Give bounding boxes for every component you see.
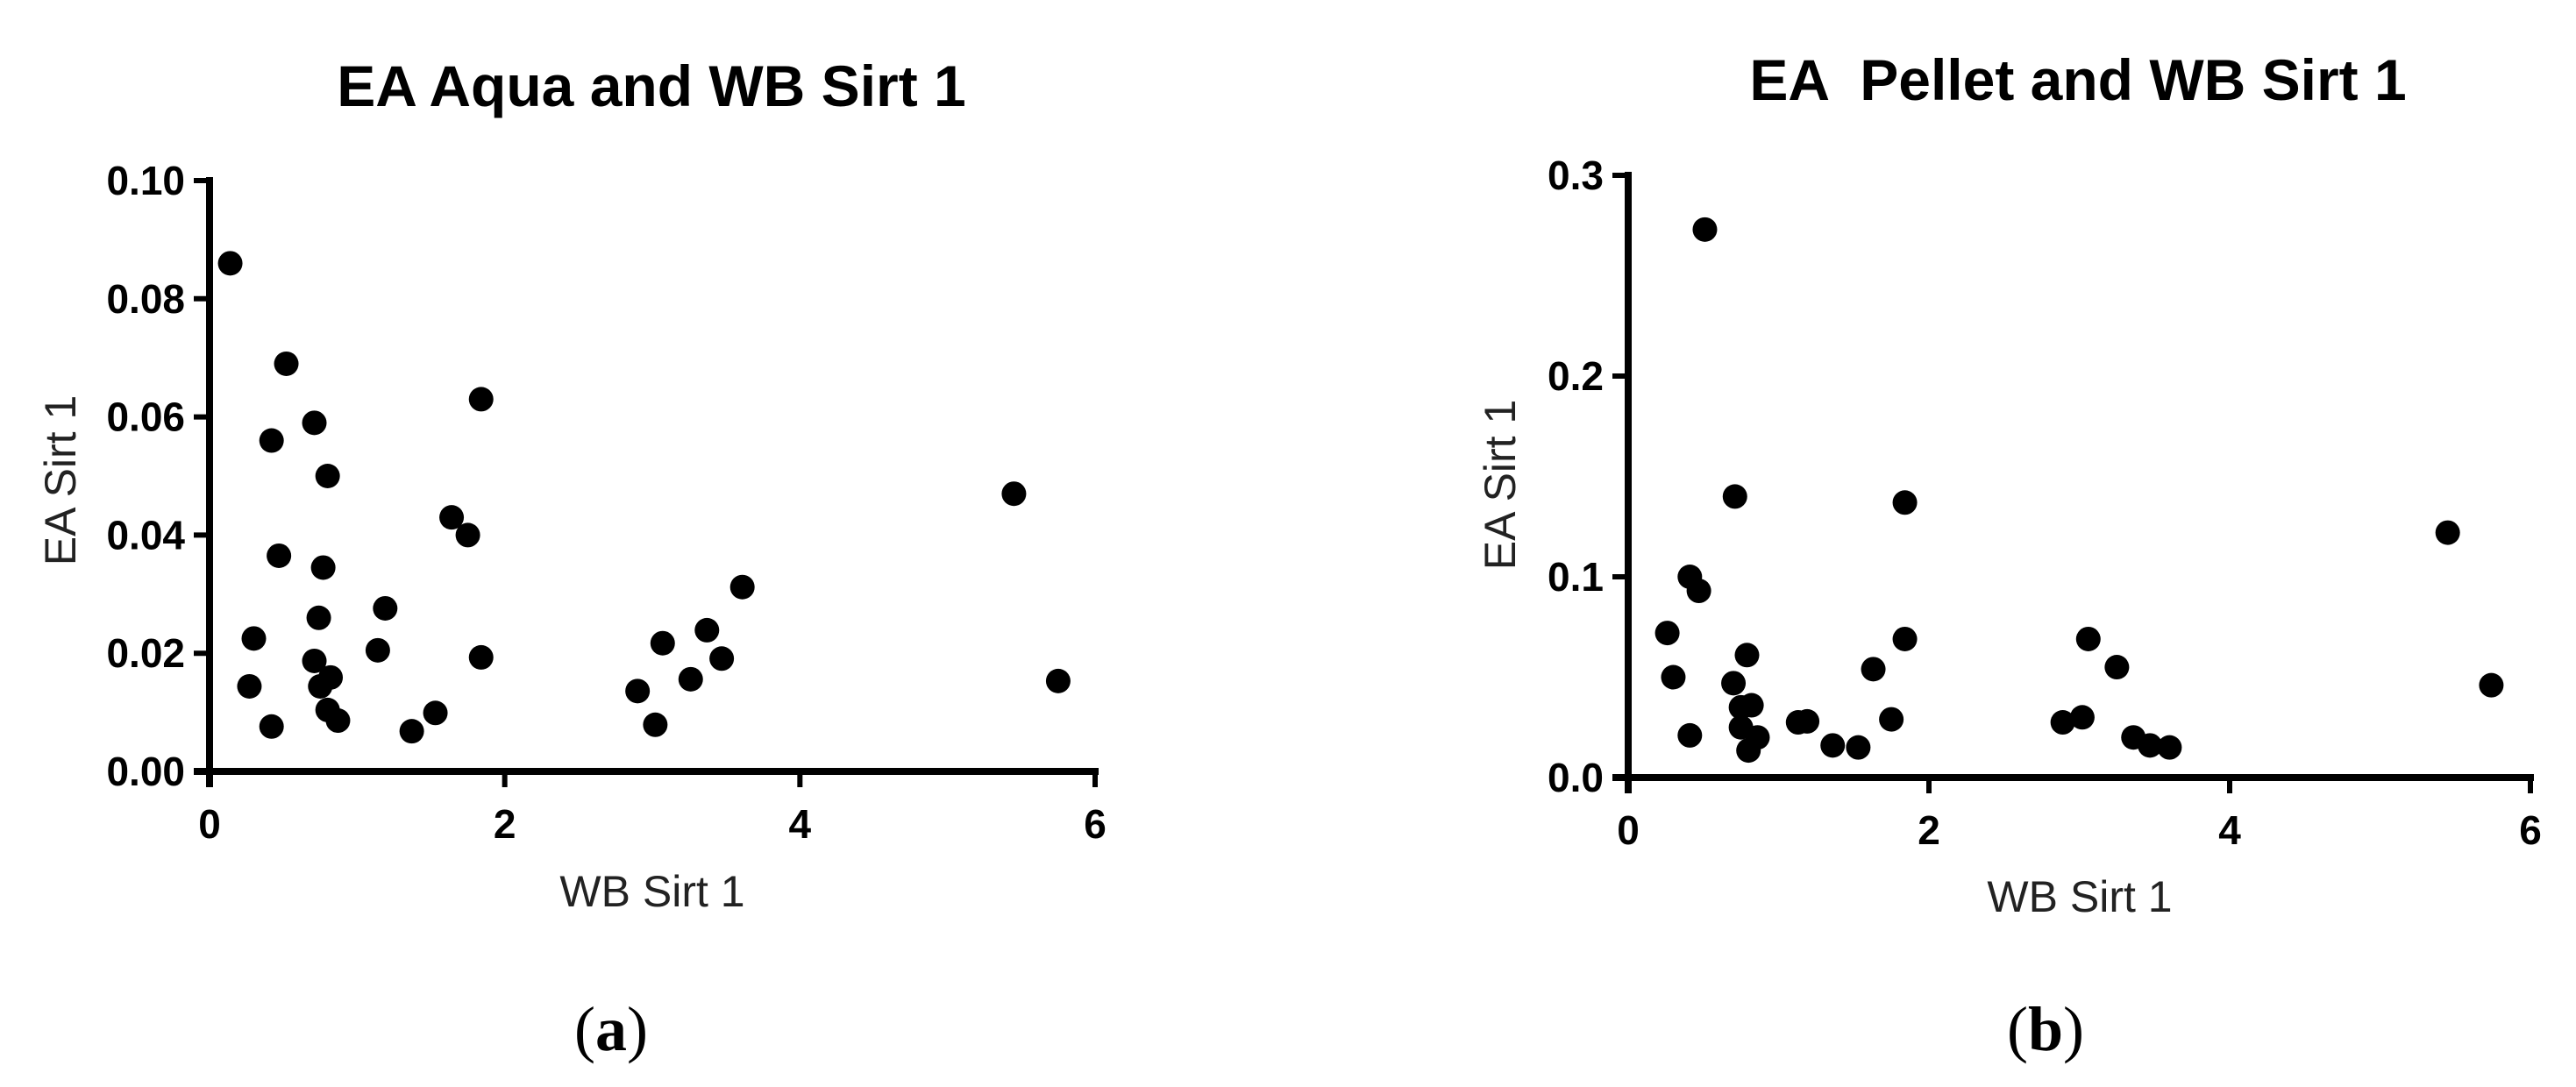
x-tick-label: 2 [1918, 807, 1940, 853]
data-point [678, 666, 703, 692]
y-tick-label: 0.2 [1548, 353, 1604, 399]
data-point [2104, 655, 2130, 680]
data-point [455, 522, 480, 548]
x-tick-label: 2 [494, 801, 516, 847]
x-tick-label: 4 [2218, 807, 2241, 853]
data-point [2479, 672, 2504, 698]
data-point [1846, 735, 1871, 760]
y-tick-label: 0.02 [106, 630, 185, 676]
data-point [325, 708, 351, 734]
panel-letter: a [595, 994, 627, 1064]
data-point [1861, 657, 1886, 682]
data-point [625, 678, 651, 704]
data-point [650, 630, 675, 656]
data-point [274, 351, 299, 376]
data-point [1892, 490, 1918, 515]
data-point [1721, 671, 1747, 696]
data-point [1879, 707, 1904, 732]
x-tick-label: 4 [789, 801, 812, 847]
data-point [1692, 217, 1718, 242]
y-tick-label: 0.3 [1548, 153, 1604, 198]
data-point [302, 410, 327, 436]
data-point [217, 251, 243, 276]
data-point [1661, 664, 1686, 690]
data-point [468, 644, 494, 670]
chart-title: EA Aqua and WB Sirt 1 [337, 53, 966, 118]
data-point [1677, 722, 1703, 748]
data-point [1892, 626, 1918, 651]
data-point [1795, 708, 1820, 734]
data-point [439, 505, 465, 530]
y-axis-label: EA Sirt 1 [36, 395, 85, 566]
data-point [1654, 621, 1680, 646]
data-point [1001, 481, 1027, 507]
data-point [267, 543, 292, 568]
x-tick-label: 0 [1617, 807, 1640, 853]
data-point [308, 673, 333, 699]
data-point [306, 605, 331, 630]
panel-letter: b [2028, 994, 2063, 1064]
chart-title: EA Pellet and WB Sirt 1 [1749, 47, 2406, 112]
data-point [2075, 626, 2101, 651]
data-point [468, 387, 494, 412]
x-tick-label: 6 [1084, 801, 1107, 847]
data-point [302, 648, 327, 673]
data-point [1045, 668, 1071, 693]
y-tick-label: 0.06 [106, 394, 185, 440]
chart-panel-a: EA Aqua and WB Sirt 1 0.000.020.040.060.… [36, 53, 1107, 1064]
x-axis-label: WB Sirt 1 [559, 867, 744, 916]
data-point [1722, 484, 1747, 509]
data-point [399, 719, 424, 744]
data-point [259, 714, 284, 739]
data-point [373, 595, 398, 621]
data-point [365, 637, 390, 663]
data-point [1734, 643, 1760, 668]
data-point [237, 673, 262, 699]
panel-label: (b) [2007, 994, 2084, 1064]
data-point [310, 555, 336, 580]
data-point [315, 464, 340, 488]
data-point [1820, 733, 1846, 758]
data-point [1739, 693, 1764, 718]
plot-area: 0.0 0.1 0.2 0.3 0 2 4 6 [1548, 153, 2542, 853]
plot-area: 0.00 0.02 0.04 0.06 0.08 0.10 0 2 4 6 [106, 158, 1106, 847]
data-point [729, 574, 755, 600]
data-point [1736, 738, 1761, 764]
data-point [1686, 579, 1711, 604]
chart-panel-b: EA Pellet and WB Sirt 1 0.0 0.1 0.2 0.3 0 2 4 6… [1476, 47, 2542, 1064]
data-point [2435, 520, 2460, 545]
y-tick-label: 0.0 [1548, 755, 1604, 800]
data-point [259, 428, 284, 453]
y-tick-label: 0.10 [106, 158, 185, 203]
y-tick-label: 0.04 [106, 512, 185, 558]
panel-label: (a) [574, 994, 648, 1064]
data-point [2069, 705, 2095, 730]
data-point [709, 646, 735, 671]
x-tick-label: 0 [198, 801, 221, 847]
x-tick-label: 6 [2519, 807, 2542, 853]
data-point [694, 617, 720, 643]
y-tick-label: 0.00 [106, 749, 185, 794]
y-axis-label: EA Sirt 1 [1476, 400, 1525, 571]
y-tick-label: 0.1 [1548, 554, 1604, 600]
data-point [2157, 735, 2182, 760]
data-point [241, 626, 267, 651]
data-point [2050, 710, 2075, 735]
x-axis-label: WB Sirt 1 [1987, 872, 2172, 921]
data-point [423, 700, 448, 726]
y-tick-label: 0.08 [106, 276, 185, 322]
data-point [2138, 733, 2163, 758]
data-point [643, 712, 668, 737]
